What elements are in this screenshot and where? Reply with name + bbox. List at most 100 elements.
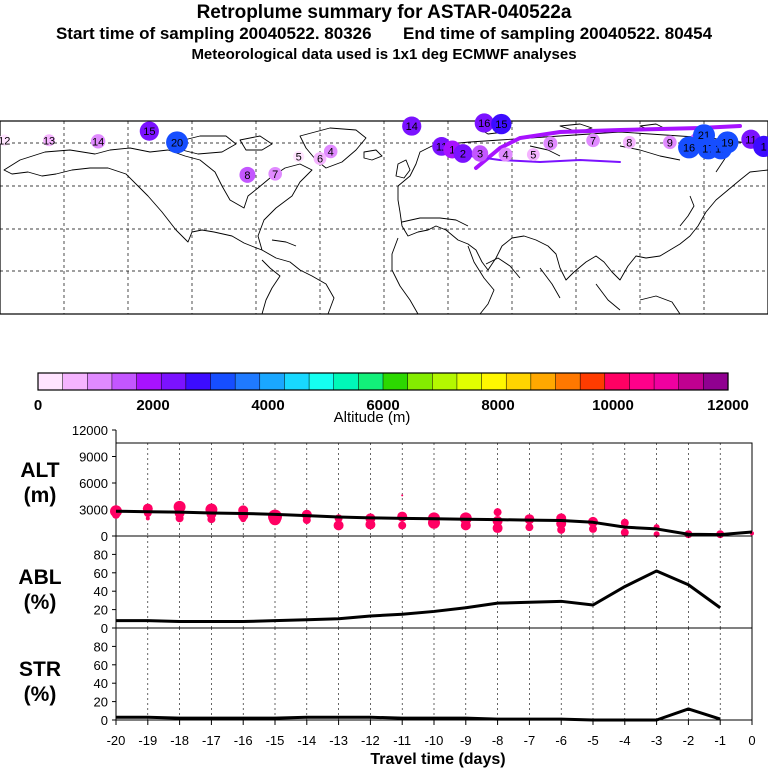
y-tick-label: 40 [94, 584, 108, 599]
map-marker-label: 8 [626, 137, 632, 149]
map-marker [293, 150, 305, 163]
map-markers: 1213141520456781416151112345678910211617… [0, 113, 768, 183]
map-marker-label: 20 [171, 137, 183, 149]
altitude-point [492, 523, 503, 534]
altitude-point [333, 520, 344, 531]
map-marker-label: 1 [449, 144, 455, 156]
altitude-point [493, 508, 502, 517]
map-marker [139, 121, 159, 141]
map-marker-label: 6 [317, 154, 323, 166]
y-tick-label: 80 [94, 547, 108, 562]
colorbar-cell [382, 372, 409, 391]
colorbar-cell [407, 372, 433, 391]
start-value: 20040522. 80326 [239, 24, 372, 43]
colorbar-cell [579, 372, 606, 391]
colorbar-cell [185, 372, 212, 391]
colorbar-frame [37, 372, 729, 391]
map-marker-label: 14 [406, 121, 418, 133]
colorbar-tick-label: 6000 [366, 397, 399, 414]
colorbar-tick-labels: 0 2000 4000 6000 8000 10000 12000 [34, 397, 749, 414]
panel-str: 0 20 40 60 80 STR(%) [19, 627, 753, 728]
altitude-point [240, 516, 247, 523]
altitude-point [302, 516, 311, 525]
map-marker-label: 4 [503, 150, 509, 162]
map-marker [753, 135, 768, 157]
time-series-panels: 030006000900012000ALT(m)020406080ABL(%)0… [18, 423, 754, 728]
colorbar-tick-label: 0 [34, 397, 42, 414]
map-marker-label: 7 [272, 169, 278, 181]
map-marker [166, 131, 189, 154]
colorbar-cell [481, 372, 507, 391]
x-axis-title: Travel time (days) [370, 751, 505, 768]
map-marker [90, 134, 106, 149]
map-marker [663, 135, 677, 150]
series-line [115, 509, 753, 537]
map-marker-label: 4 [328, 146, 334, 158]
y-tick-label: 80 [94, 639, 108, 654]
start-label: Start time of sampling [55, 24, 235, 43]
altitude-point [525, 523, 534, 532]
map-marker [543, 136, 558, 151]
colorbar-cell [456, 372, 483, 391]
map-marker-label: 1 [761, 141, 767, 153]
colorbar-cell [259, 372, 285, 391]
altitude-point [557, 525, 566, 534]
altitude-point [269, 513, 281, 526]
x-axis: -20 -19 -18 -17 -16 -15 -14 -13 -12 -11 -10 -9 -8 -7-… [107, 720, 756, 748]
colorbar-axis-label: Altitude (m) [334, 409, 411, 426]
colorbar-cell [160, 372, 187, 391]
y-tick-label: 9000 [79, 450, 108, 465]
altitude-point [365, 519, 376, 530]
y-tick-label: 20 [94, 695, 108, 710]
x-tick-label: -1 [714, 733, 726, 748]
x-tick-label: -12 [361, 733, 380, 748]
x-tick-label: -17 [202, 733, 221, 748]
colorbar-cell [358, 372, 384, 391]
x-tick-label: -13 [329, 733, 348, 748]
colorbar-tick-label: 2000 [136, 397, 169, 414]
altitude-point [112, 510, 120, 519]
map-marker [402, 116, 422, 136]
colorbar-tick-label: 12000 [707, 397, 749, 414]
x-tick-label: -16 [234, 733, 253, 748]
altitude-point [145, 516, 150, 521]
map-marker [239, 166, 256, 183]
map-marker [526, 148, 540, 161]
y-axis-unit: (%) [24, 683, 57, 706]
colorbar-cell [530, 372, 557, 391]
x-tick-label: -15 [266, 733, 285, 748]
map-marker-label: 2 [460, 149, 466, 161]
y-tick-label: 6000 [79, 476, 108, 491]
colorbar-cell [111, 372, 138, 391]
y-tick-label: 20 [94, 603, 108, 618]
map-marker [474, 113, 494, 133]
colorbar-cell [37, 372, 64, 391]
map-marker-label: 5 [296, 152, 302, 164]
x-tick-label: 0 [748, 733, 755, 748]
x-tick-label: -4 [619, 733, 631, 748]
chart-title: Retroplume summary for ASTAR-040522a [196, 2, 572, 23]
map-marker [313, 152, 327, 165]
altitude-point [460, 520, 471, 531]
y-tick-label: 3000 [79, 503, 108, 518]
colorbar-cell [505, 372, 532, 391]
x-tick-label: -9 [460, 733, 472, 748]
colorbar-cell [136, 372, 162, 391]
altitude-point [589, 524, 597, 533]
map-marker [498, 147, 513, 162]
map-gridlines [0, 121, 768, 314]
x-tick-label: -20 [107, 733, 126, 748]
colorbar-cell [333, 372, 359, 391]
map-marker-label: 3 [477, 149, 483, 161]
colorbar-cell [210, 372, 236, 391]
map-marker-label: 11 [436, 141, 447, 153]
x-tick-label: -8 [492, 733, 504, 748]
map-marker [622, 135, 636, 149]
x-tick-label: -14 [297, 733, 316, 748]
y-axis-unit: (m) [24, 484, 57, 507]
colorbar-cell [678, 372, 704, 391]
colorbar-cell [87, 372, 113, 391]
colorbar-cell [703, 372, 729, 391]
map-marker-label: 15 [495, 119, 507, 131]
map-marker [491, 113, 512, 135]
